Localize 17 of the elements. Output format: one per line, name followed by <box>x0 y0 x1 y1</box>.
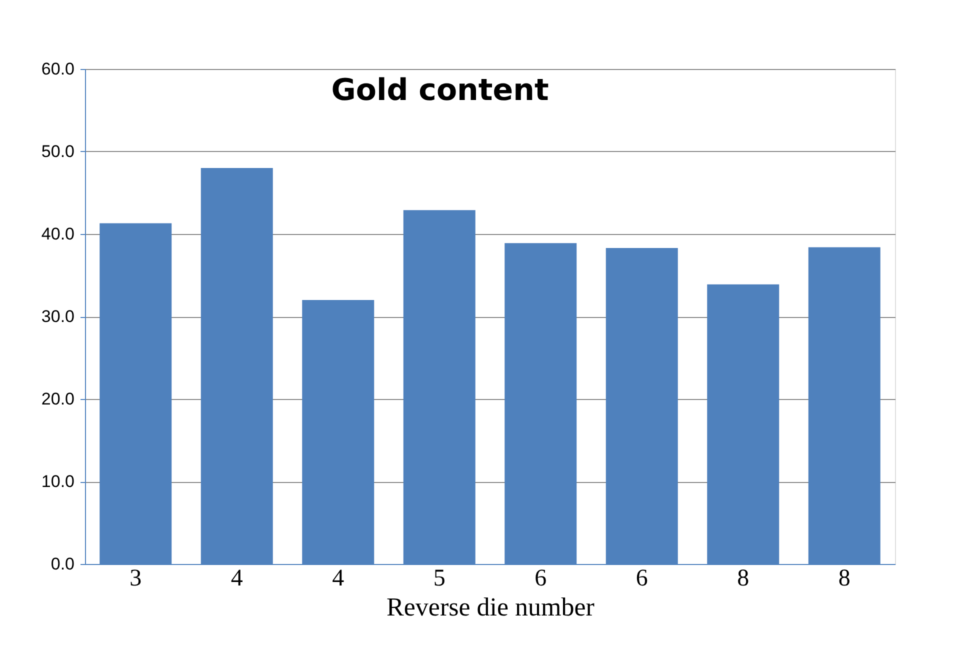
y-tick-label: 40.0 <box>41 224 74 244</box>
y-tick-label: 50.0 <box>41 142 74 161</box>
x-tick-label: 8 <box>838 566 850 592</box>
chart-title: Gold content <box>331 73 549 108</box>
x-tick-label: 6 <box>636 566 648 592</box>
x-tick-label: 5 <box>433 566 446 592</box>
x-axis-title: Reverse die number <box>386 592 595 622</box>
x-tick-label: 4 <box>332 566 344 592</box>
y-tick-label: 0.0 <box>50 554 74 574</box>
x-tick-label: 6 <box>534 566 547 592</box>
y-tick-label: 20.0 <box>41 390 74 408</box>
x-tick-label: 8 <box>737 566 750 592</box>
y-tick-label: 10.0 <box>41 472 74 491</box>
x-tick-label: 3 <box>130 566 142 592</box>
x-tick-label: 4 <box>230 566 243 592</box>
y-tick-label: 60.0 <box>41 60 74 78</box>
y-tick-label: 30.0 <box>41 307 74 326</box>
